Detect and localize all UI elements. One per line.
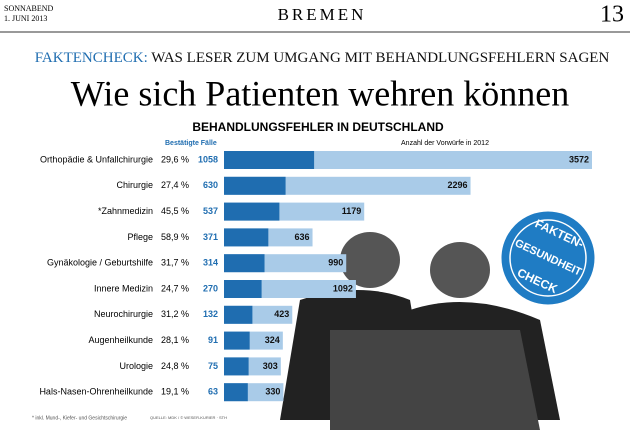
confirmed-label: 537 [203, 206, 218, 216]
confirmed-bar [224, 202, 280, 221]
share-label: 31,2 % [161, 309, 189, 319]
kicker: FAKTENCHECK: WAS LESER ZUM UMGANG MIT BE… [35, 50, 610, 66]
confirmed-label: 75 [208, 361, 218, 371]
category-label: Chirurgie [116, 180, 153, 190]
share-label: 45,5 % [161, 206, 189, 216]
total-label: 2296 [448, 180, 468, 190]
category-label: *Zahnmedizin [98, 206, 153, 216]
confirmed-bar [224, 176, 286, 195]
share-label: 28,1 % [161, 335, 189, 345]
share-label: 31,7 % [161, 258, 189, 268]
category-label: Urologie [119, 361, 153, 371]
total-label: 324 [265, 335, 280, 345]
confirmed-bar [224, 331, 250, 350]
confirmed-bar [224, 280, 262, 298]
total-label: 303 [263, 361, 278, 371]
confirmed-bar [224, 357, 249, 376]
total-label: 330 [265, 387, 280, 397]
headline: Wie sich Patienten wehren können [71, 73, 569, 113]
confirmed-bar [224, 228, 269, 247]
confirmed-bar [224, 383, 248, 402]
photo [280, 232, 560, 430]
confirmed-label: 1058 [198, 154, 218, 164]
share-label: 24,8 % [161, 361, 189, 371]
confirmed-label: 91 [208, 335, 218, 345]
share-label: 27,4 % [161, 180, 189, 190]
share-label: 19,1 % [161, 387, 189, 397]
confirmed-label: 314 [203, 258, 218, 268]
total-header: Anzahl der Vorwürfe in 2012 [401, 140, 489, 147]
confirmed-header: Bestätigte Fälle [165, 140, 217, 147]
share-label: 29,6 % [161, 154, 189, 164]
total-label: 990 [328, 258, 343, 268]
total-label: 636 [295, 232, 310, 242]
footnote: * inkl. Mund-, Kiefer- und Gesichtschiru… [32, 415, 127, 421]
category-label: Gynäkologie / Geburtshilfe [47, 258, 153, 268]
total-bar [224, 151, 592, 169]
kicker-label: FAKTENCHECK: [35, 50, 148, 66]
day: SONNABEND [4, 4, 54, 13]
share-label: 58,9 % [161, 232, 189, 242]
total-label: 423 [274, 309, 289, 319]
category-label: Orthopädie & Unfallchirurgie [40, 154, 153, 164]
category-label: Augenheilkunde [88, 335, 153, 345]
confirmed-bar [224, 151, 315, 169]
category-label: Hals-Nasen-Ohrenheilkunde [39, 387, 153, 397]
date: 1. JUNI 2013 [4, 14, 47, 23]
total-label: 1092 [333, 283, 353, 293]
confirmed-bar [224, 254, 265, 273]
kicker-text: WAS LESER ZUM UMGANG MIT BEHANDLUNGSFEHL… [151, 50, 609, 66]
total-bar [224, 176, 471, 195]
city: BREMEN [278, 5, 367, 24]
confirmed-label: 132 [203, 309, 218, 319]
confirmed-label: 371 [203, 232, 218, 242]
chart-title: BEHANDLUNGSFEHLER IN DEUTSCHLAND [192, 120, 444, 134]
category-label: Neurochirurgie [94, 309, 153, 319]
confirmed-label: 630 [203, 180, 218, 190]
category-label: Pflege [127, 232, 153, 242]
share-label: 24,7 % [161, 283, 189, 293]
total-label: 3572 [569, 154, 589, 164]
category-label: Innere Medizin [94, 283, 153, 293]
confirmed-bar [224, 305, 253, 324]
source: QUELLE: MDK / © WESER-KURIER · STH [150, 415, 227, 420]
badge: FAKTEN- GESUNDHEIT CHECK [498, 208, 598, 308]
total-label: 1179 [342, 206, 362, 216]
confirmed-label: 270 [203, 283, 218, 293]
confirmed-label: 63 [208, 387, 218, 397]
page-number: 13 [600, 2, 624, 28]
